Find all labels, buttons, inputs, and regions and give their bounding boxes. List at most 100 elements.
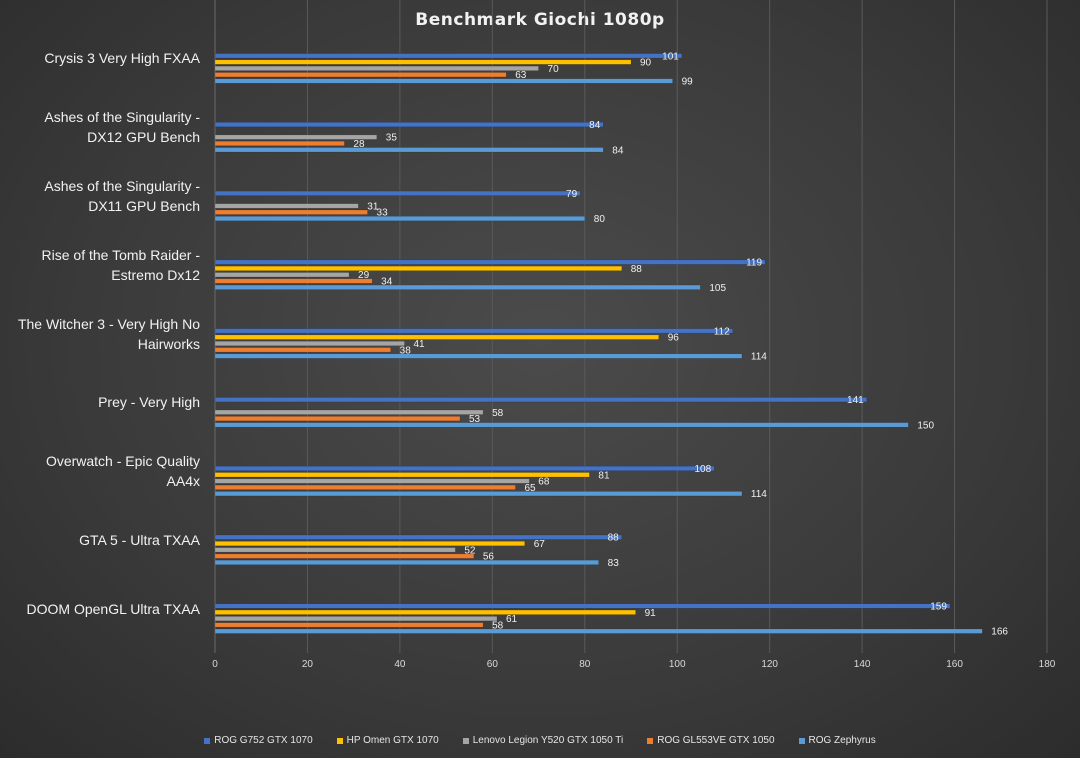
bar — [214, 190, 581, 196]
data-label: 41 — [414, 339, 426, 350]
legend-label: ROG GL553VE GTX 1050 — [657, 735, 775, 746]
bar — [214, 422, 909, 428]
bar — [214, 609, 636, 615]
category-label-line: Hairworks — [137, 335, 200, 352]
legend-swatch — [204, 737, 211, 744]
data-label: 65 — [524, 483, 536, 494]
data-label: 84 — [612, 145, 624, 156]
legend-swatch — [647, 737, 654, 744]
bar — [214, 65, 539, 71]
data-label: 79 — [566, 189, 578, 200]
data-label: 67 — [534, 539, 546, 550]
chart-title: Benchmark Giochi 1080p — [415, 10, 665, 30]
category-label-line: Ashes of the Singularity - — [44, 109, 200, 126]
bar — [214, 78, 673, 84]
data-label: 108 — [695, 464, 712, 475]
data-label: 53 — [469, 414, 481, 425]
bar — [214, 147, 604, 153]
x-tick-label: 140 — [854, 659, 871, 670]
bar — [214, 259, 766, 265]
bar — [214, 465, 715, 471]
data-label: 99 — [682, 76, 694, 87]
bar — [214, 491, 743, 497]
bar — [214, 603, 951, 609]
category-label: GTA 5 - Ultra TXAA — [0, 530, 200, 550]
bar — [214, 347, 391, 353]
bar — [214, 484, 516, 490]
data-label: 34 — [381, 277, 393, 288]
bar — [214, 334, 659, 340]
bar — [214, 72, 507, 78]
x-tick-label: 100 — [669, 659, 686, 670]
data-label: 114 — [751, 489, 767, 500]
bar — [214, 472, 590, 478]
bar — [214, 628, 983, 634]
data-label: 159 — [930, 602, 947, 613]
category-label: Crysis 3 Very High FXAA — [0, 48, 200, 68]
legend-label: Lenovo Legion Y520 GTX 1050 Ti — [472, 735, 624, 746]
category-label-line: Overwatch - Epic Quality — [45, 453, 200, 470]
category-label: Overwatch - Epic Quality AA4x — [0, 451, 200, 491]
x-tick-label: 0 — [212, 659, 218, 670]
data-label: 81 — [598, 470, 610, 481]
bar — [214, 122, 604, 128]
bar — [214, 203, 359, 209]
x-tick-label: 80 — [579, 659, 591, 670]
bar — [214, 553, 475, 559]
legend-swatch — [798, 737, 805, 744]
category-label: Ashes of the Singularity - DX11 GPU Bench — [0, 176, 200, 216]
data-label: 90 — [640, 58, 652, 69]
legend-swatch — [336, 737, 343, 744]
data-label: 35 — [386, 133, 398, 144]
category-label-line: DOOM OpenGL Ultra TXAA — [26, 600, 201, 617]
legend-swatch — [462, 737, 469, 744]
data-label: 58 — [492, 408, 504, 419]
data-label: 150 — [917, 420, 934, 431]
category-label: The Witcher 3 - Very High No Hairworks — [0, 314, 200, 354]
bar — [214, 616, 498, 622]
data-label: 28 — [353, 139, 365, 150]
data-label: 96 — [668, 333, 680, 344]
category-label-line: Prey - Very High — [98, 394, 200, 411]
bar — [214, 478, 530, 484]
legend-item: HP Omen GTX 1070 — [336, 735, 439, 746]
data-label: 33 — [377, 208, 389, 219]
legend-item: Lenovo Legion Y520 GTX 1050 Ti — [462, 735, 624, 746]
category-label: Ashes of the Singularity - DX12 GPU Bench — [0, 107, 200, 147]
category-label: Rise of the Tomb Raider - Estremo Dx12 — [0, 245, 200, 285]
data-label: 88 — [631, 264, 643, 275]
data-label: 105 — [709, 283, 726, 294]
legend-label: ROG Zephyrus — [808, 735, 876, 746]
data-label: 91 — [645, 608, 657, 619]
legend-item: ROG Zephyrus — [798, 735, 876, 746]
data-label: 68 — [538, 477, 550, 488]
bar — [214, 622, 484, 628]
bar — [214, 265, 623, 271]
data-label: 83 — [608, 558, 620, 569]
category-label: DOOM OpenGL Ultra TXAA — [0, 599, 201, 619]
x-tick-label: 180 — [1039, 659, 1056, 670]
data-label: 56 — [483, 552, 495, 563]
data-label: 141 — [847, 395, 864, 406]
category-label-line: The Witcher 3 - Very High No — [17, 315, 200, 332]
category-label-line: DX11 GPU Bench — [88, 197, 200, 214]
data-label: 88 — [608, 533, 620, 544]
bar — [214, 547, 456, 553]
bar — [214, 328, 733, 334]
category-label-line: GTA 5 - Ultra TXAA — [79, 531, 200, 548]
bar — [214, 559, 599, 565]
x-tick-label: 60 — [487, 659, 499, 670]
x-tick-label: 20 — [302, 659, 314, 670]
bar — [214, 353, 743, 359]
x-tick-label: 120 — [761, 659, 778, 670]
data-label: 38 — [400, 345, 412, 356]
bar — [214, 59, 632, 65]
category-label-line: Estremo Dx12 — [111, 266, 200, 283]
data-label: 119 — [746, 258, 762, 269]
data-label: 84 — [589, 120, 601, 131]
category-label-line: Crysis 3 Very High FXAA — [44, 50, 200, 67]
bar — [214, 541, 525, 547]
bar — [214, 140, 345, 146]
x-tick-label: 40 — [394, 659, 406, 670]
